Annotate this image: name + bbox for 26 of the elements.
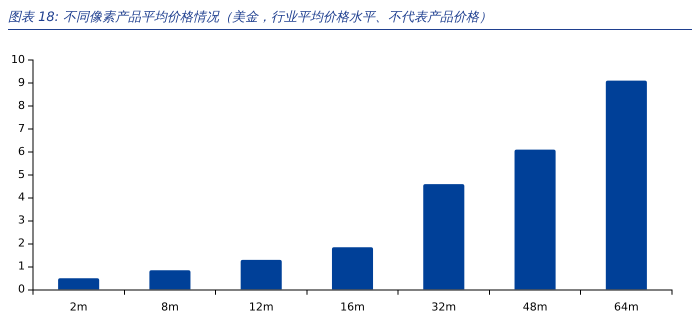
- y-tick-label: 2: [18, 236, 25, 250]
- x-tick-label: 2m: [70, 300, 88, 314]
- y-tick-label: 1: [18, 260, 25, 273]
- x-tick-label: 64m: [614, 300, 639, 314]
- y-tick-label: 5: [18, 168, 25, 181]
- bar: [240, 260, 282, 290]
- y-tick-label: 6: [18, 144, 25, 158]
- x-tick-label: 16m: [340, 300, 365, 314]
- chart-title: 图表 18: 不同像素产品平均价格情况（美金，行业平均价格水平、不代表产品价格）: [8, 8, 692, 30]
- bar: [332, 247, 374, 290]
- x-tick-label: 48m: [522, 300, 548, 314]
- x-tick-label: 32m: [431, 300, 456, 314]
- y-tick-label: 8: [18, 98, 25, 112]
- y-tick-label: 9: [18, 76, 25, 89]
- y-tick-label: 10: [10, 52, 25, 66]
- x-tick-label: 12m: [248, 300, 274, 314]
- y-tick-label: 3: [18, 214, 25, 227]
- bar: [149, 270, 190, 290]
- y-tick-label: 7: [18, 122, 25, 135]
- bar: [606, 80, 647, 290]
- y-tick-label: 4: [18, 190, 25, 204]
- bar: [514, 150, 556, 290]
- bar: [58, 278, 100, 290]
- bar: [423, 184, 464, 290]
- y-tick-label: 0: [18, 282, 25, 296]
- x-tick-label: 8m: [161, 300, 179, 314]
